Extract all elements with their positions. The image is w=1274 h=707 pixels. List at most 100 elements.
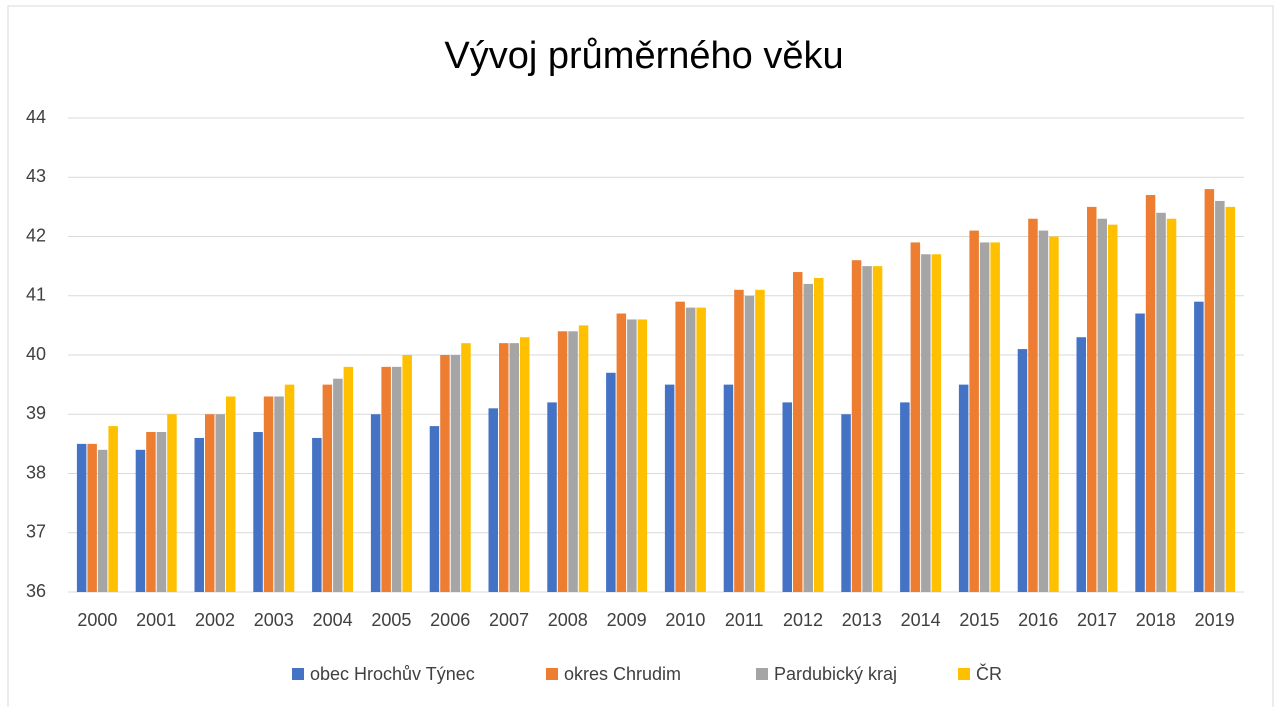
y-tick-label: 42 <box>26 225 46 245</box>
bar <box>146 432 156 592</box>
bar <box>1204 189 1215 592</box>
x-tick-label: 2012 <box>783 610 823 630</box>
bar <box>931 254 942 592</box>
bar <box>803 283 813 592</box>
bar <box>990 242 1000 593</box>
x-tick-label: 2016 <box>1018 610 1058 630</box>
bar <box>156 432 167 592</box>
bar <box>723 384 734 592</box>
x-tick-label: 2017 <box>1077 610 1117 630</box>
bar <box>381 366 391 592</box>
bar <box>343 366 354 592</box>
bar <box>900 402 910 592</box>
bar <box>1076 337 1086 592</box>
bar <box>1166 218 1177 592</box>
bar <box>814 277 824 592</box>
x-tick-label: 2011 <box>725 610 764 630</box>
bar <box>862 266 872 592</box>
bar <box>958 384 969 592</box>
bar <box>547 402 557 592</box>
bar <box>108 426 118 592</box>
bar <box>1145 195 1156 592</box>
bar <box>97 449 108 592</box>
bar <box>263 396 274 592</box>
bar <box>637 319 648 592</box>
bar <box>734 289 744 592</box>
legend-swatch <box>546 668 558 680</box>
y-tick-label: 39 <box>26 403 46 423</box>
x-tick-label: 2010 <box>665 610 705 630</box>
legend-label: obec Hrochův Týnec <box>310 664 475 684</box>
bar <box>782 402 792 592</box>
bar <box>284 384 295 592</box>
bar <box>488 408 498 592</box>
x-tick-label: 2007 <box>489 610 529 630</box>
bar <box>744 295 755 592</box>
x-tick-label: 2006 <box>430 610 470 630</box>
bar <box>1108 224 1118 592</box>
legend-swatch <box>292 668 304 680</box>
bar <box>851 260 862 592</box>
bar <box>450 355 461 592</box>
x-tick-label: 2001 <box>136 610 176 630</box>
bar <box>253 432 263 592</box>
bar <box>578 325 589 592</box>
bar <box>333 378 343 592</box>
x-tick-label: 2008 <box>548 610 588 630</box>
bar <box>616 313 627 592</box>
bar <box>685 307 696 592</box>
legend-label: Pardubický kraj <box>774 664 897 684</box>
y-tick-label: 41 <box>26 285 46 305</box>
bar <box>568 331 578 592</box>
bar <box>76 443 87 592</box>
y-tick-label: 44 <box>26 107 46 127</box>
y-tick-label: 37 <box>26 522 46 542</box>
x-tick-label: 2003 <box>254 610 294 630</box>
bar <box>509 343 519 592</box>
bar <box>429 426 440 592</box>
x-tick-label: 2000 <box>77 610 117 630</box>
legend-swatch <box>756 668 768 680</box>
bar <box>606 372 616 592</box>
bar <box>167 414 177 592</box>
x-tick-label: 2005 <box>371 610 411 630</box>
bar <box>274 396 284 592</box>
bar <box>627 319 637 592</box>
y-tick-label: 43 <box>26 166 46 186</box>
bar <box>696 307 706 592</box>
y-tick-label: 38 <box>26 462 46 482</box>
bar <box>312 437 322 592</box>
bar <box>370 414 381 592</box>
bar <box>135 449 146 592</box>
bar <box>664 384 675 592</box>
bar <box>1194 301 1204 592</box>
bar <box>391 366 402 592</box>
bar <box>1049 236 1059 592</box>
chart-title: Vývoj průměrného věku <box>444 35 843 77</box>
y-tick-label: 40 <box>26 344 46 364</box>
bar <box>910 242 921 593</box>
bar <box>194 437 204 592</box>
bar <box>872 266 883 592</box>
x-tick-label: 2013 <box>842 610 882 630</box>
bar <box>322 384 333 592</box>
bar <box>979 242 990 593</box>
bar <box>1225 206 1236 592</box>
legend-swatch <box>958 668 970 680</box>
legend-label: ČR <box>976 663 1002 684</box>
bar <box>841 414 851 592</box>
x-tick-label: 2019 <box>1195 610 1235 630</box>
bar <box>87 443 97 592</box>
bar <box>402 355 412 592</box>
bar <box>1038 230 1049 592</box>
x-tick-label: 2002 <box>195 610 235 630</box>
bar <box>440 355 450 592</box>
bar <box>1097 218 1107 592</box>
y-tick-label: 36 <box>26 581 46 601</box>
bar <box>755 289 765 592</box>
bar <box>1087 206 1097 592</box>
bar <box>520 337 530 592</box>
x-tick-label: 2014 <box>901 610 941 630</box>
x-tick-label: 2015 <box>959 610 999 630</box>
bar <box>1028 218 1038 592</box>
